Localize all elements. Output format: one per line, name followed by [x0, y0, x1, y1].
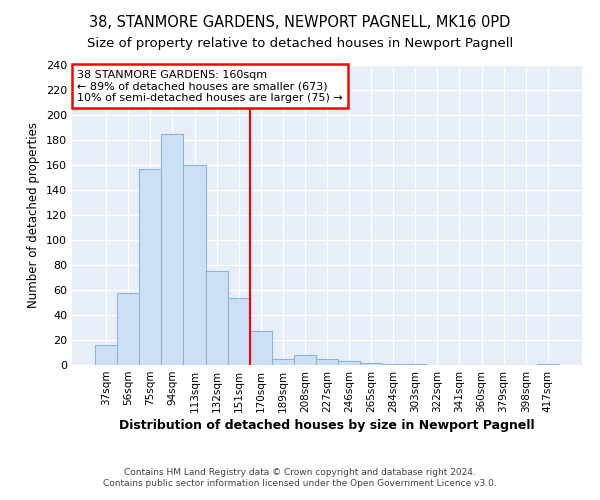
- Bar: [338, 361, 360, 365]
- X-axis label: Distribution of detached houses by size in Newport Pagnell: Distribution of detached houses by size …: [119, 419, 535, 432]
- Bar: [139, 169, 161, 365]
- Bar: [184, 165, 206, 365]
- Bar: [95, 345, 117, 365]
- Bar: [227, 298, 250, 365]
- Bar: [404, 364, 427, 365]
- Text: 38 STANMORE GARDENS: 160sqm
← 89% of detached houses are smaller (673)
10% of se: 38 STANMORE GARDENS: 160sqm ← 89% of det…: [77, 70, 343, 102]
- Bar: [161, 134, 184, 365]
- Bar: [294, 355, 316, 365]
- Bar: [250, 331, 272, 365]
- Bar: [117, 292, 139, 365]
- Bar: [206, 271, 227, 365]
- Text: 38, STANMORE GARDENS, NEWPORT PAGNELL, MK16 0PD: 38, STANMORE GARDENS, NEWPORT PAGNELL, M…: [89, 15, 511, 30]
- Text: Contains HM Land Registry data © Crown copyright and database right 2024.
Contai: Contains HM Land Registry data © Crown c…: [103, 468, 497, 487]
- Bar: [316, 359, 338, 365]
- Bar: [272, 359, 294, 365]
- Y-axis label: Number of detached properties: Number of detached properties: [28, 122, 40, 308]
- Bar: [382, 364, 404, 365]
- Bar: [360, 362, 382, 365]
- Text: Size of property relative to detached houses in Newport Pagnell: Size of property relative to detached ho…: [87, 38, 513, 51]
- Bar: [537, 364, 559, 365]
